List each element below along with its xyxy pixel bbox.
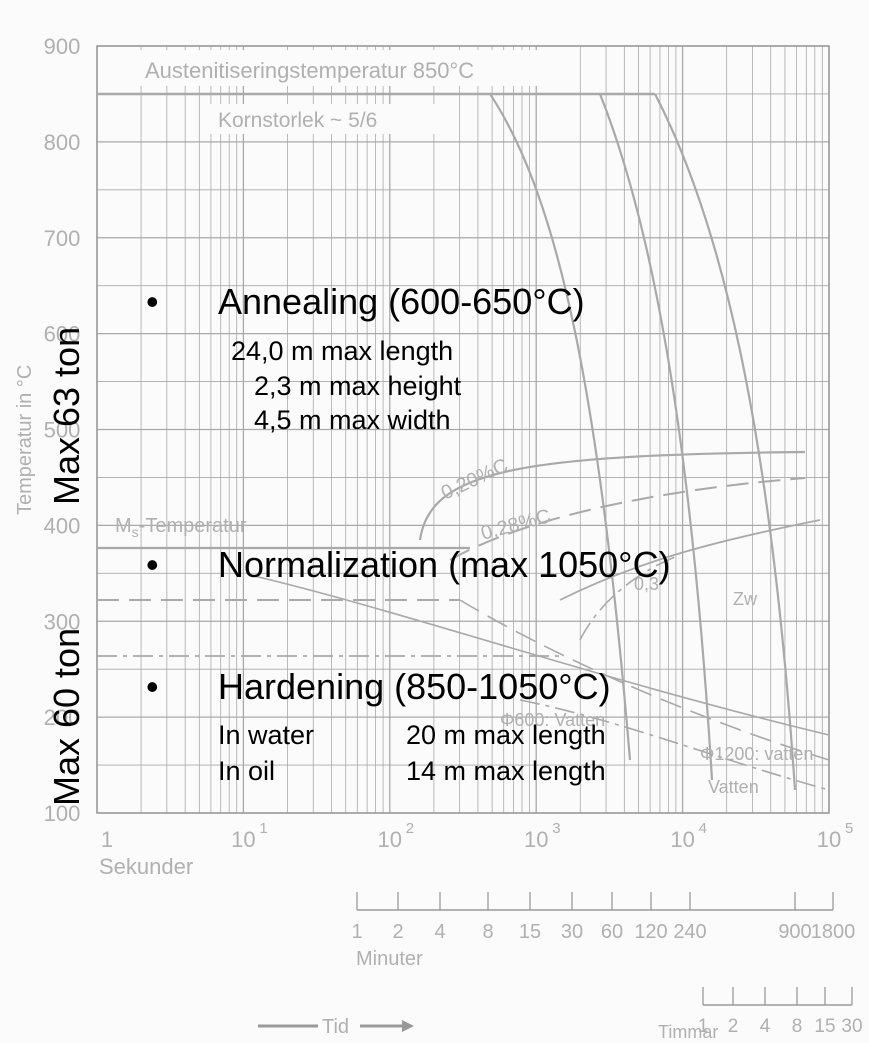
- cooling-curve: [579, 554, 681, 641]
- hardening-oil-value: 14 m max length: [406, 756, 606, 786]
- label-backdrop: [130, 50, 555, 86]
- x-tick-label: 10: [231, 827, 255, 852]
- minutes-scale-tick-label: 2: [392, 921, 403, 943]
- bainite-028-curve: [449, 477, 806, 561]
- x-tick-label: 10: [670, 827, 694, 852]
- diagram-grid: [96, 45, 830, 814]
- bullet: •: [146, 281, 159, 322]
- hours-scale-tick-label: 4: [760, 1016, 771, 1037]
- zw-curve: [559, 519, 821, 601]
- y-tick-label: 900: [44, 34, 81, 59]
- hours-scale-label: Timmar: [658, 1022, 718, 1042]
- hours-scale-tick-label: 30: [841, 1016, 862, 1037]
- zw-label: Zw: [733, 589, 758, 609]
- phi600-label: Φ600: Vatten: [500, 710, 605, 730]
- annealing-title: Annealing (600-650°C): [218, 281, 585, 322]
- x-tick-label: 10: [378, 827, 402, 852]
- label-backdrop: [200, 104, 450, 134]
- hardening-water-medium: In water: [218, 720, 315, 750]
- pearlite-start-curve: [598, 93, 714, 781]
- carbon-020-label: 0,20%C: [438, 455, 512, 505]
- x-tick-exponent: 2: [406, 820, 414, 837]
- x-tick-exponent: 3: [552, 820, 560, 837]
- side-label-max-60-ton: Max 60 ton: [46, 627, 87, 806]
- x-tick-exponent: 4: [699, 820, 707, 837]
- carbon-03-label: 0,3: [634, 574, 659, 594]
- annealing-length: 24,0 m max length: [231, 336, 454, 366]
- x-tick-label: 10: [524, 827, 548, 852]
- frame-border: [96, 45, 830, 814]
- x-tick-label: 1: [101, 827, 113, 852]
- bullet: •: [146, 666, 159, 707]
- ms-temperature-label: Ms-Temperatur: [115, 515, 247, 540]
- y-tick-label: 700: [44, 226, 81, 251]
- hardening-title: Hardening (850-1050°C): [218, 666, 611, 707]
- minutes-scale-tick-label: 240: [673, 921, 706, 943]
- bullet: •: [146, 544, 159, 585]
- y-tick-label: 600: [44, 322, 81, 347]
- minutes-scale-tick-label: 900: [778, 921, 811, 943]
- y-tick-label: 500: [44, 418, 81, 443]
- x-tick-exponent: 1: [259, 820, 267, 837]
- y-tick-label: 800: [44, 130, 81, 155]
- time-label: Tid: [322, 1016, 349, 1038]
- hardening-water-value: 20 m max length: [406, 720, 606, 750]
- minutes-scale-label: Minuter: [356, 948, 423, 970]
- austenitizing-label: Austenitiseringstemperatur 850°C: [145, 58, 474, 83]
- minutes-scale-tick-label: 1800: [811, 921, 856, 943]
- grain-size-label: Kornstorlek ~ 5/6: [218, 109, 377, 132]
- hours-scale-tick-label: 1: [698, 1016, 709, 1037]
- minutes-scale-tick-label: 120: [634, 921, 667, 943]
- carbon-028-label: 0,28%C: [479, 505, 553, 545]
- cooling-curve: [459, 599, 830, 761]
- transformation-curves: [97, 50, 830, 791]
- hours-scale-tick-label: 8: [792, 1016, 803, 1037]
- time-arrow-head: [402, 1020, 414, 1032]
- normalization-title: Normalization (max 1050°C): [218, 544, 671, 585]
- phi1200-label: Φ1200: vatten: [700, 744, 813, 764]
- minutes-scale-tick-label: 60: [601, 921, 623, 943]
- x-tick-exponent: 5: [845, 820, 853, 837]
- vatten-label: Vatten: [708, 777, 759, 797]
- cooling-curve: [249, 574, 830, 736]
- minutes-scale-tick-label: 30: [561, 921, 583, 943]
- y-axis-label: Temperatur in °C: [14, 365, 36, 515]
- side-label-max-63-ton: Max 63 ton: [46, 326, 87, 505]
- minutes-scale-tick-label: 4: [434, 921, 445, 943]
- y-tick-label: 400: [44, 513, 81, 538]
- cooling-curve: [519, 699, 830, 791]
- annealing-width: 4,5 m max width: [254, 405, 451, 435]
- y-tick-label: 200: [44, 705, 81, 730]
- minutes-scale-tick-label: 1: [351, 921, 362, 943]
- y-tick-label: 300: [44, 609, 81, 634]
- diagram-frame: [96, 45, 830, 814]
- ferrite-start-curve: [489, 93, 632, 761]
- x-axis-label: Sekunder: [99, 854, 193, 879]
- hours-scale-tick-label: 15: [814, 1016, 835, 1037]
- minutes-scale-tick-label: 8: [482, 921, 493, 943]
- y-tick-label: 100: [44, 801, 81, 826]
- annealing-height: 2,3 m max height: [254, 371, 462, 401]
- pearlite-finish-curve: [654, 93, 797, 791]
- bainite-curve: [418, 450, 806, 541]
- minutes-scale-tick-label: 15: [519, 921, 541, 943]
- hardening-oil-medium: In oil: [218, 756, 276, 786]
- hours-scale-tick-label: 2: [728, 1016, 739, 1037]
- x-tick-label: 10: [817, 827, 841, 852]
- y-tick-labels: 900 800 700 600 500 400 300 200 100 Temperatur in…: [14, 34, 80, 826]
